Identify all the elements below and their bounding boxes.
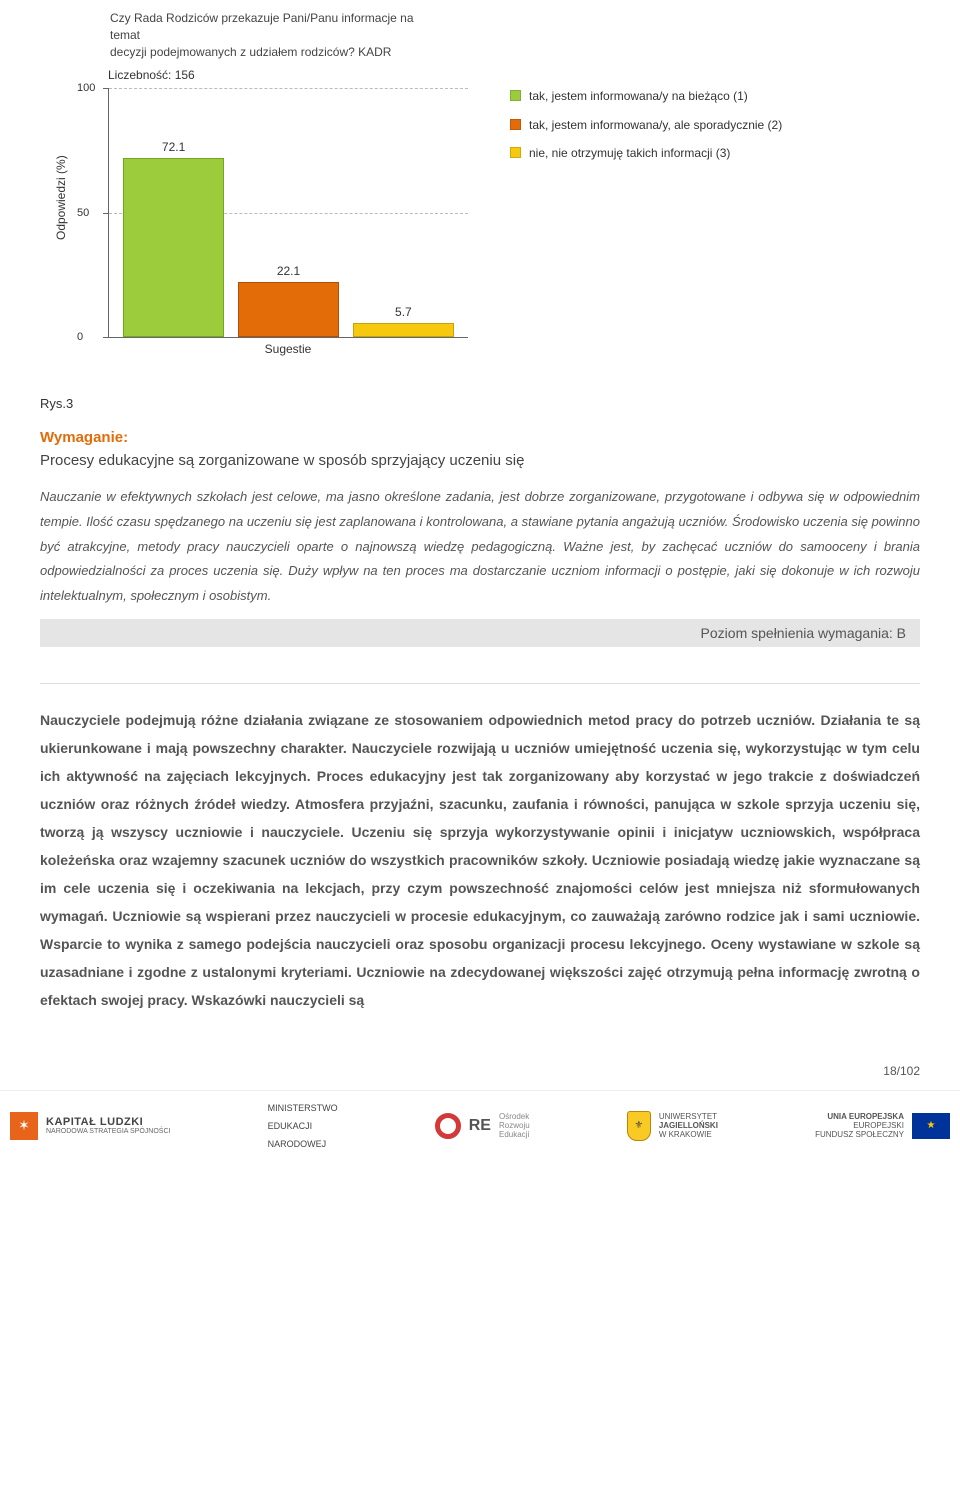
ytick-label: 0: [77, 331, 83, 343]
uj-l1: UNIWERSYTET: [659, 1112, 718, 1121]
eu-l3: FUNDUSZ SPOŁECZNY: [815, 1130, 904, 1139]
chart-title-line: decyzji podejmowanych z udziałem rodzicó…: [110, 44, 920, 61]
men-l3: NARODOWEJ: [268, 1139, 327, 1149]
chart-container: Czy Rada Rodziców przekazuje Pani/Panu i…: [40, 0, 920, 386]
figure-caption: Rys.3: [40, 396, 920, 411]
requirement-title: Procesy edukacyjne są zorganizowane w sp…: [40, 452, 920, 469]
legend-item: tak, jestem informowana/y na bieżąco (1): [510, 88, 890, 104]
requirement-description: Nauczanie w efektywnych szkołach jest ce…: [40, 485, 920, 608]
logo-uj: ⚜ UNIWERSYTET JAGIELLOŃSKI W KRAKOWIE: [627, 1111, 718, 1141]
legend-item: nie, nie otrzymuję takich informacji (3): [510, 145, 890, 161]
legend-swatch: [510, 119, 521, 130]
chart-bar: [123, 158, 224, 338]
ore-text: RE: [469, 1117, 491, 1135]
count-label: Liczebność: 156: [108, 68, 468, 82]
kl-icon: ✶: [10, 1112, 38, 1140]
chart-ylabel: Odpowiedzi (%): [50, 108, 68, 288]
ore-l1: Ośrodek: [499, 1112, 530, 1121]
legend-text: tak, jestem informowana/y, ale sporadycz…: [529, 117, 890, 133]
bar-value-label: 5.7: [395, 305, 412, 319]
ore-l2: Rozwoju: [499, 1121, 530, 1130]
ytick-label: 100: [77, 82, 95, 94]
logo-eu: UNIA EUROPEJSKA EUROPEJSKI FUNDUSZ SPOŁE…: [815, 1112, 950, 1139]
chart-title-line: Czy Rada Rodziców przekazuje Pani/Panu i…: [110, 10, 920, 27]
chart-xlabel: Sugestie: [108, 342, 468, 356]
logo-kapital-ludzki: ✶ KAPITAŁ LUDZKI NARODOWA STRATEGIA SPÓJ…: [10, 1112, 170, 1140]
kl-title: KAPITAŁ LUDZKI: [46, 1116, 170, 1128]
men-l1: MINISTERSTWO: [268, 1103, 338, 1113]
eu-flag-icon: ★: [912, 1113, 950, 1139]
chart-bar: [353, 323, 454, 337]
logo-ore: RE Ośrodek Rozwoju Edukacji: [435, 1112, 530, 1139]
kl-sub: NARODOWA STRATEGIA SPÓJNOŚCI: [46, 1128, 170, 1135]
chart-title: Czy Rada Rodziców przekazuje Pani/Panu i…: [110, 10, 920, 60]
plot-container: Liczebność: 156 0 50 100 72.1 22.1 5.7 Sugest…: [68, 68, 468, 356]
legend-swatch: [510, 147, 521, 158]
eu-l2: EUROPEJSKI: [853, 1121, 904, 1130]
requirement-section: Wymaganie: Procesy edukacyjne są zorgani…: [40, 429, 920, 646]
logo-men: MINISTERSTWO EDUKACJI NARODOWEJ: [268, 1103, 338, 1149]
uj-l2: JAGIELLOŃSKI: [659, 1121, 718, 1130]
uj-l3: W KRAKOWIE: [659, 1130, 718, 1139]
requirement-label: Wymaganie:: [40, 429, 920, 446]
page-number: 18/102: [40, 1064, 920, 1078]
chart-legend: tak, jestem informowana/y na bieżąco (1)…: [510, 88, 890, 173]
footer-logos: ✶ KAPITAŁ LUDZKI NARODOWA STRATEGIA SPÓJ…: [0, 1090, 960, 1169]
uj-shield-icon: ⚜: [627, 1111, 651, 1141]
divider: [40, 683, 920, 684]
bar-value-label: 72.1: [162, 140, 185, 154]
bar-plot: 05010072.122.15.7: [108, 88, 468, 338]
eu-l1: UNIA EUROPEJSKA: [827, 1112, 904, 1121]
legend-item: tak, jestem informowana/y, ale sporadycz…: [510, 117, 890, 133]
ore-ring-icon: [435, 1113, 461, 1139]
legend-text: nie, nie otrzymuję takich informacji (3): [529, 145, 890, 161]
men-l2: EDUKACJI: [268, 1121, 313, 1131]
chart-title-line: temat: [110, 27, 920, 44]
legend-swatch: [510, 90, 521, 101]
chart-bar: [238, 282, 339, 337]
body-paragraph: Nauczyciele podejmują różne działania zw…: [40, 706, 920, 1014]
level-bar: Poziom spełnienia wymagania: B: [40, 619, 920, 647]
legend-text: tak, jestem informowana/y na bieżąco (1): [529, 88, 890, 104]
bar-value-label: 22.1: [277, 264, 300, 278]
ytick-label: 50: [77, 207, 89, 219]
ore-l3: Edukacji: [499, 1130, 530, 1139]
